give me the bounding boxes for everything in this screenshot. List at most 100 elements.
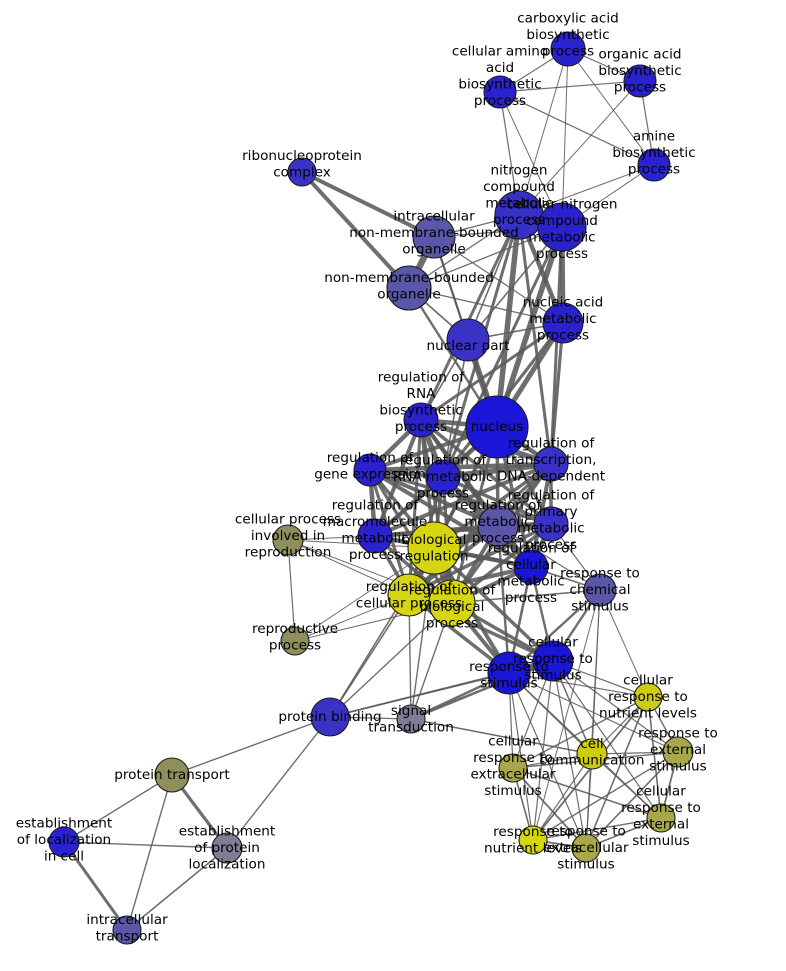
graph-node-non-membrane-bounded-organelle[interactable]: non-membrane-bounded organelle xyxy=(386,265,432,311)
graph-node-response-to-nutrient-levels[interactable]: response to nutrient levels xyxy=(518,825,548,855)
graph-node-label: regulation of metabolic process xyxy=(455,498,543,547)
graph-edge xyxy=(442,475,552,526)
graph-node-signal-transduction[interactable]: signal transduction xyxy=(396,704,426,734)
graph-node-label: regulation of macromolecule metabolic proce… xyxy=(323,497,428,563)
graph-node-label: ribonucleoprotein complex xyxy=(242,148,362,181)
graph-edge xyxy=(496,525,511,674)
graph-node-cellular-response-to-external-stimulus[interactable]: cellular response to external stimulus xyxy=(646,803,676,833)
graph-edge xyxy=(301,170,435,239)
graph-edge xyxy=(499,91,655,166)
graph-edge xyxy=(329,602,453,718)
graph-edge xyxy=(420,321,564,422)
graph-edge xyxy=(408,522,552,597)
graph-node-label: cellular process involved in reproduction xyxy=(235,512,341,561)
graph-node-establishment-of-protein-localization[interactable]: establishment of protein localization xyxy=(211,832,243,864)
graph-node-regulation-of-biological-process[interactable]: regulation of biological process xyxy=(428,579,476,627)
graph-node-cellular-amino-acid-biosynthetic-process[interactable]: cellular amino acid biosynthetic process xyxy=(483,75,517,109)
graph-node-cellular-response-to-stimulus[interactable]: cellular response to stimulus xyxy=(532,640,574,682)
graph-node-label: protein binding xyxy=(278,709,381,725)
graph-edge xyxy=(591,589,601,755)
graph-node-response-to-chemical-stimulus[interactable]: response to chemical stimulus xyxy=(583,573,617,607)
graph-node-cellular-process-involved-in-reproduction[interactable]: cellular process involved in reproductio… xyxy=(272,524,304,556)
graph-node-reproductive-process[interactable]: reproductive process xyxy=(280,626,310,656)
graph-node-label: cellular amino acid biosynthetic process xyxy=(452,43,548,109)
graph-edge xyxy=(408,287,564,324)
graph-node-intracellular-non-membrane-bounded-organelle[interactable]: intracellular non-membrane-bounded organ… xyxy=(412,215,456,259)
graph-edge xyxy=(433,236,564,324)
graph-node-label: response to chemical stimulus xyxy=(560,566,640,615)
graph-edge xyxy=(126,774,173,931)
graph-node-label: response to stimulus xyxy=(469,659,549,692)
graph-edge xyxy=(410,547,435,720)
graph-node-response-to-stimulus[interactable]: response to stimulus xyxy=(487,651,531,695)
graph-node-biological-regulation[interactable]: biological regulation xyxy=(407,521,461,575)
graph-node-label: regulation of RNA metabolic process xyxy=(393,453,493,502)
graph-edge xyxy=(408,226,563,289)
graph-node-regulation-of-gene-expression[interactable]: regulation of gene expression xyxy=(353,453,387,487)
graph-node-label: intracellular transport xyxy=(86,912,168,945)
graph-node-amine-biosynthetic-process[interactable]: amine biosynthetic process xyxy=(637,148,671,182)
graph-edge xyxy=(567,48,655,166)
graph-node-label: nuclear part xyxy=(427,338,510,354)
graph-edge xyxy=(508,672,679,753)
graph-node-label: establishment of localization in cell xyxy=(16,816,113,865)
graph-edge xyxy=(369,468,499,528)
graph-node-protein-binding[interactable]: protein binding xyxy=(310,697,350,737)
graph-node-nuclear-part[interactable]: nuclear part xyxy=(446,318,490,362)
graph-edge xyxy=(369,461,552,473)
graph-node-label: cell communication xyxy=(539,736,644,769)
graph-node-ribonucleoprotein-complex[interactable]: ribonucleoprotein complex xyxy=(287,157,317,187)
graph-edge xyxy=(294,547,435,642)
graph-edge xyxy=(287,539,410,596)
graph-edge xyxy=(63,774,173,843)
graph-node-label: regulation of cellular metabolic process xyxy=(488,540,576,606)
graph-node-cellular-response-to-extracellular-stimulus[interactable]: cellular response to extracellular stimu… xyxy=(498,753,528,783)
node-layer[interactable]: carboxylic acid biosynthetic process orga… xyxy=(48,31,694,945)
graph-node-label: cellular response to nutrient levels xyxy=(599,673,697,722)
graph-node-regulation-of-macromolecule-metabolic-process[interactable]: regulation of macromolecule metabolic pr… xyxy=(357,518,393,554)
graph-edge xyxy=(432,546,555,663)
graph-node-establishment-of-localization-in-cell[interactable]: establishment of localization in cell xyxy=(48,826,80,858)
graph-node-label: signal transduction xyxy=(368,703,454,736)
graph-node-nucleic-acid-metabolic-process[interactable]: nucleic acid metabolic process xyxy=(542,302,584,344)
graph-edge xyxy=(532,753,593,841)
graph-edge xyxy=(499,91,563,228)
graph-edge xyxy=(585,696,649,849)
graph-edge xyxy=(518,80,641,216)
graph-edge xyxy=(62,841,129,931)
graph-node-organic-acid-biosynthetic-process[interactable]: organic acid biosynthetic process xyxy=(623,64,657,98)
graph-node-protein-transport[interactable]: protein transport xyxy=(154,757,190,793)
graph-node-carboxylic-acid-biosynthetic-process[interactable]: carboxylic acid biosynthetic process xyxy=(550,31,586,67)
graph-node-label: regulation of transcription, DNA-dependent xyxy=(497,436,605,485)
graph-node-regulation-of-metabolic-process[interactable]: regulation of metabolic process xyxy=(477,505,519,547)
graph-node-regulation-of-rna-metabolic-process[interactable]: regulation of RNA metabolic process xyxy=(425,459,461,495)
graph-node-cellular-response-to-nutrient-levels[interactable]: cellular response to nutrient levels xyxy=(633,682,663,712)
graph-node-label: response to extracellular stimulus xyxy=(543,824,629,873)
graph-node-label: cellular response to external stimulus xyxy=(621,783,701,849)
graph-edge xyxy=(532,751,679,841)
graph-node-response-to-external-stimulus[interactable]: response to external stimulus xyxy=(662,736,694,768)
graph-edge xyxy=(591,753,662,819)
graph-node-intracellular-transport[interactable]: intracellular transport xyxy=(112,915,142,945)
graph-node-response-to-extracellular-stimulus[interactable]: response to extracellular stimulus xyxy=(571,833,601,863)
graph-edge xyxy=(300,170,411,290)
graph-node-regulation-of-rna-biosynthetic-process[interactable]: regulation of RNA biosynthetic process xyxy=(403,402,439,438)
graph-node-label: reproductive process xyxy=(252,621,338,654)
graph-edge xyxy=(287,539,296,642)
graph-node-label: regulation of biological process xyxy=(409,583,497,632)
graph-edge xyxy=(226,716,331,849)
graph-edge xyxy=(512,767,662,819)
graph-node-regulation-of-cellular-metabolic-process[interactable]: regulation of cellular metabolic process xyxy=(513,549,549,585)
graph-node-cellular-nitrogen-compound-metabolic-process[interactable]: cellular nitrogen compound metabolic pro… xyxy=(537,202,587,252)
graph-edge xyxy=(410,718,593,755)
graph-node-nucleus[interactable]: nucleus xyxy=(465,395,529,459)
graph-node-cell-communication[interactable]: cell communication xyxy=(576,738,608,770)
graph-edge xyxy=(368,468,533,569)
graph-edge xyxy=(585,751,679,849)
graph-node-regulation-of-transcription-dna-dependent[interactable]: regulation of transcription, DNA-depende… xyxy=(533,446,569,482)
graph-edge xyxy=(647,696,662,819)
graph-node-regulation-of-primary-metabolic-process[interactable]: regulation of primary metabolic process xyxy=(533,506,569,542)
graph-node-label: establishment of protein localization xyxy=(179,824,276,873)
